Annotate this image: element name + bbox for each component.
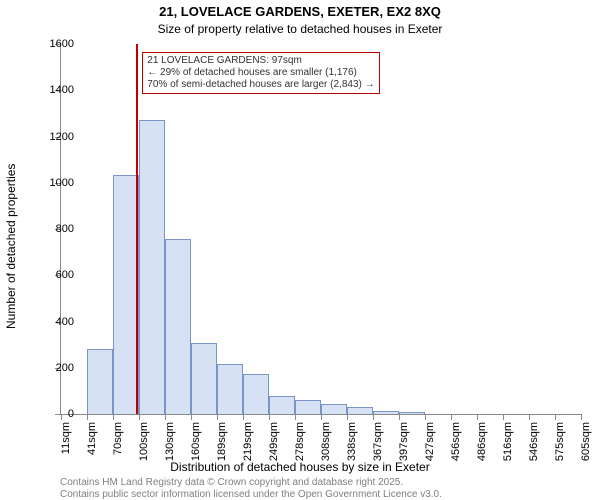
x-tick-label: 189sqm (216, 422, 228, 462)
y-tick-label: 1000 (50, 177, 74, 189)
annotation-line-3: 70% of semi-detached houses are larger (… (147, 79, 374, 91)
x-tick (503, 414, 504, 420)
y-axis-label: Number of detached properties (4, 164, 18, 329)
x-tick-label: 338sqm (346, 422, 358, 462)
x-tick (61, 414, 62, 420)
x-tick-label: 278sqm (294, 422, 306, 462)
x-tick (425, 414, 426, 420)
x-tick (113, 414, 114, 420)
x-tick (243, 414, 244, 420)
x-tick (373, 414, 374, 420)
x-tick (269, 414, 270, 420)
histogram-bar (191, 343, 217, 414)
x-tick-label: 219sqm (242, 422, 254, 462)
footnote-2: Contains public sector information licen… (60, 489, 442, 500)
chart-container: 21, LOVELACE GARDENS, EXETER, EX2 8XQ Si… (0, 0, 600, 500)
x-tick-label: 11sqm (60, 422, 72, 462)
y-tick-label: 800 (56, 223, 74, 235)
x-tick-label: 308sqm (320, 422, 332, 462)
histogram-bar (139, 120, 165, 414)
x-tick-label: 41sqm (86, 422, 98, 462)
x-tick (139, 414, 140, 420)
x-tick (295, 414, 296, 420)
x-tick (217, 414, 218, 420)
histogram-bar (243, 374, 269, 414)
x-tick-label: 249sqm (268, 422, 280, 462)
x-tick-label: 546sqm (528, 422, 540, 462)
x-tick (165, 414, 166, 420)
x-tick (191, 414, 192, 420)
footnote-1: Contains HM Land Registry data © Crown c… (60, 477, 403, 488)
x-tick (347, 414, 348, 420)
y-tick-label: 400 (56, 316, 74, 328)
x-tick-label: 397sqm (398, 422, 410, 462)
histogram-bar (295, 400, 321, 414)
x-tick-label: 160sqm (190, 422, 202, 462)
histogram-bar (373, 411, 399, 414)
x-tick-label: 427sqm (424, 422, 436, 462)
chart-subtitle: Size of property relative to detached ho… (0, 22, 600, 36)
x-tick (399, 414, 400, 420)
y-tick-label: 1400 (50, 84, 74, 96)
y-tick-label: 0 (68, 408, 74, 420)
x-axis-label: Distribution of detached houses by size … (0, 460, 600, 474)
histogram-bar (165, 239, 191, 414)
histogram-bar (113, 175, 139, 414)
x-tick (555, 414, 556, 420)
y-tick-label: 600 (56, 269, 74, 281)
y-tick-label: 1200 (50, 131, 74, 143)
histogram-bar (347, 407, 373, 414)
annotation-box: 21 LOVELACE GARDENS: 97sqm← 29% of detac… (142, 52, 379, 94)
x-tick (477, 414, 478, 420)
histogram-bar (269, 396, 295, 415)
x-tick (87, 414, 88, 420)
x-tick-label: 575sqm (554, 422, 566, 462)
histogram-bar (399, 412, 425, 414)
x-tick-label: 516sqm (502, 422, 514, 462)
histogram-bar (87, 349, 113, 414)
x-tick-label: 70sqm (112, 422, 124, 462)
y-tick-label: 200 (56, 362, 74, 374)
y-tick-label: 1600 (50, 38, 74, 50)
x-tick (581, 414, 582, 420)
x-tick-label: 100sqm (138, 422, 150, 462)
x-tick-label: 130sqm (164, 422, 176, 462)
x-tick (321, 414, 322, 420)
x-tick-label: 456sqm (450, 422, 462, 462)
annotation-line-1: 21 LOVELACE GARDENS: 97sqm (147, 55, 374, 67)
plot-area: 21 LOVELACE GARDENS: 97sqm← 29% of detac… (60, 44, 581, 415)
x-tick-label: 486sqm (476, 422, 488, 462)
annotation-line-2: ← 29% of detached houses are smaller (1,… (147, 67, 374, 79)
chart-title: 21, LOVELACE GARDENS, EXETER, EX2 8XQ (0, 4, 600, 19)
x-tick (451, 414, 452, 420)
x-tick-label: 605sqm (580, 422, 592, 462)
histogram-bar (321, 404, 347, 414)
histogram-bar (217, 364, 243, 414)
x-tick (529, 414, 530, 420)
x-tick-label: 367sqm (372, 422, 384, 462)
reference-line (136, 44, 138, 414)
